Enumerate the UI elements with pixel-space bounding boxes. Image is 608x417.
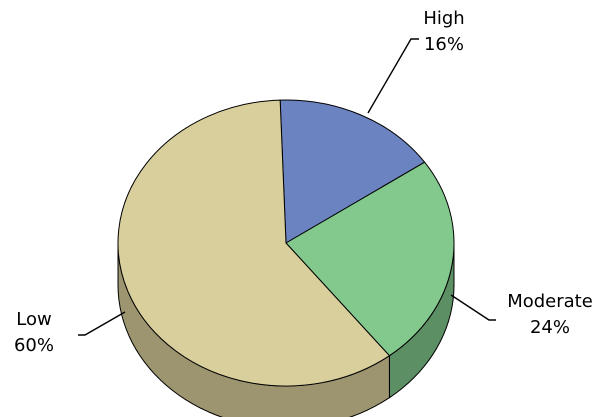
leader-line-moderate (450, 294, 496, 321)
slice-percent-high: 16% (424, 34, 464, 55)
slice-percent-moderate: 24% (530, 317, 570, 338)
slice-label-moderate: Moderate (507, 291, 593, 312)
leader-line-high (367, 38, 419, 114)
slice-percent-low: 60% (14, 335, 54, 356)
pie-slice-low (117, 99, 390, 387)
pie-slice-high (279, 99, 426, 244)
pie-labels-layer: High 16% Moderate 24% Low 60% (14, 8, 593, 356)
slice-label-high: High (423, 8, 464, 29)
leader-line-low (78, 311, 126, 336)
slice-label-low: Low (16, 309, 51, 330)
pie-top-layer (117, 99, 455, 387)
pie-slice-moderate (285, 161, 455, 357)
